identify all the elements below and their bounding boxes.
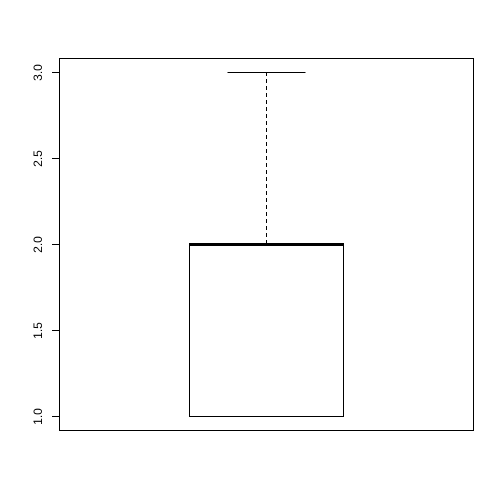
y-tick-label: 1.0 bbox=[31, 408, 45, 425]
y-tick-label: 3.0 bbox=[31, 64, 45, 81]
boxplot bbox=[189, 72, 344, 417]
y-tick-label: 2.0 bbox=[31, 236, 45, 253]
box-iqr bbox=[189, 244, 344, 417]
y-tick-label: 2.5 bbox=[31, 150, 45, 167]
y-tick-label: 1.5 bbox=[31, 322, 45, 339]
y-axis: 1.0 1.5 2.0 2.5 3.0 bbox=[31, 64, 60, 425]
